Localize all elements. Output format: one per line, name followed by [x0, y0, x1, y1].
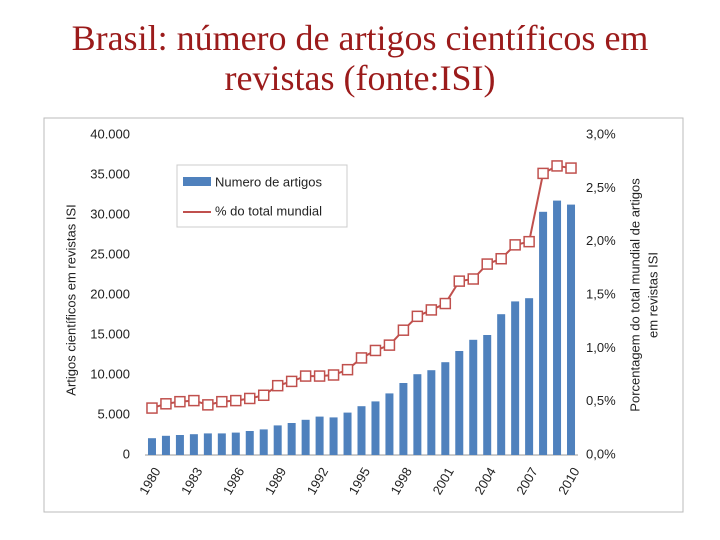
y-tick-label: 20.000 [90, 286, 130, 301]
y2-tick-label: 2,5% [586, 180, 616, 195]
line-marker [285, 375, 298, 388]
bar [511, 301, 520, 455]
line-marker [174, 395, 186, 408]
bar [231, 432, 240, 455]
y-tick-label: 40.000 [90, 126, 130, 141]
bar [343, 412, 352, 455]
bar [497, 314, 506, 455]
line-marker [509, 239, 521, 251]
line-marker [299, 370, 312, 382]
bar [427, 370, 436, 455]
line-marker [565, 162, 577, 174]
chart-title: Brasil: número de artigos científicos em… [71, 18, 649, 98]
bar [385, 393, 394, 455]
bar [245, 431, 254, 455]
y2-tick-label: 1,5% [586, 286, 616, 301]
line-marker [244, 392, 256, 405]
bar [329, 417, 338, 455]
bar [567, 204, 576, 455]
line-marker [467, 273, 479, 285]
bar [273, 425, 282, 455]
bar [315, 416, 324, 455]
y2-tick-label: 0,5% [586, 393, 616, 408]
bar [525, 298, 534, 455]
line-marker [202, 399, 214, 411]
y2-tick-label: 0,0% [586, 446, 616, 461]
line-marker [495, 252, 507, 265]
bar [203, 433, 212, 455]
y-tick-label: 5.000 [97, 406, 130, 421]
line-marker [188, 394, 200, 407]
line-marker [230, 394, 242, 407]
y-tick-label: 0 [123, 446, 130, 461]
line-marker [216, 395, 228, 408]
y-tick-label: 35.000 [90, 166, 130, 181]
line-marker [411, 310, 424, 323]
y-axis-label: Artigos científicos em revistas ISI [63, 204, 78, 395]
line-marker [257, 389, 270, 402]
bar [147, 438, 156, 455]
line-marker [146, 402, 158, 414]
y-tick-label: 30.000 [90, 206, 130, 221]
line-marker [383, 339, 396, 351]
bar [259, 429, 268, 455]
line-marker [481, 258, 493, 270]
bar [287, 423, 296, 455]
line-marker [523, 235, 535, 248]
legend-swatch [183, 177, 211, 186]
bar [217, 433, 226, 455]
y2-tick-label: 1,0% [586, 340, 616, 355]
line-marker [425, 304, 438, 316]
line-marker [355, 352, 368, 364]
line-marker [453, 275, 466, 287]
bar [441, 362, 450, 455]
y2-axis-label: em revistas ISI [645, 252, 660, 338]
bar [371, 401, 380, 455]
line-marker [271, 379, 284, 392]
line-marker [160, 398, 172, 410]
bar [413, 374, 422, 455]
y2-tick-label: 2,0% [586, 233, 616, 248]
line-marker [341, 363, 354, 376]
line-marker [537, 167, 549, 180]
y2-axis-label: Porcentagem do total mundial de artigos [627, 178, 642, 412]
line-marker [313, 370, 326, 382]
bar [553, 200, 562, 455]
y2-tick-label: 3,0% [586, 126, 616, 141]
bar [483, 335, 492, 455]
legend-label: Numero de artigos [215, 174, 322, 189]
legend-box [176, 164, 348, 228]
bar [301, 419, 310, 455]
line-marker [369, 344, 382, 357]
y-tick-label: 15.000 [90, 326, 130, 341]
bar [539, 211, 548, 455]
line-marker [439, 297, 452, 310]
bar [175, 435, 184, 455]
bar [469, 339, 478, 455]
bar [161, 435, 170, 455]
y-tick-label: 25.000 [90, 246, 130, 261]
bar [189, 434, 198, 455]
y-tick-label: 10.000 [90, 366, 130, 381]
bar [357, 406, 366, 455]
legend-label: % do total mundial [215, 203, 322, 218]
bar [399, 383, 408, 455]
legend: Numero de artigos % do total mundial [176, 164, 348, 228]
line-marker [397, 324, 410, 336]
bar [455, 351, 464, 455]
line-marker [551, 160, 563, 172]
line-marker [327, 369, 340, 381]
